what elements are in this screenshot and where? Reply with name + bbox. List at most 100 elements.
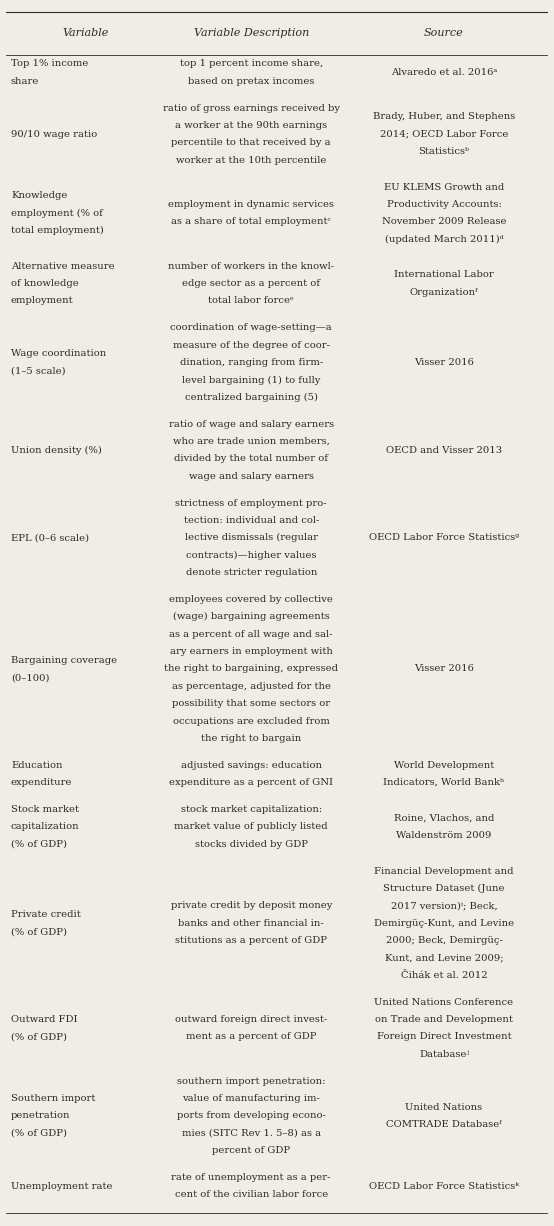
Text: of knowledge: of knowledge [11, 280, 79, 288]
Text: Top 1% income: Top 1% income [11, 59, 88, 69]
Text: percentile to that received by a: percentile to that received by a [171, 139, 331, 147]
Text: Southern import: Southern import [11, 1094, 95, 1103]
Text: expenditure: expenditure [11, 779, 73, 787]
Text: possibility that some sectors or: possibility that some sectors or [172, 699, 330, 709]
Text: Structure Dataset (June: Structure Dataset (June [383, 884, 505, 894]
Text: (1–5 scale): (1–5 scale) [11, 367, 65, 375]
Text: Stock market: Stock market [11, 805, 79, 814]
Text: Kunt, and Levine 2009;: Kunt, and Levine 2009; [384, 954, 503, 962]
Text: expenditure as a percent of GNI: expenditure as a percent of GNI [169, 779, 333, 787]
Text: (% of GDP): (% of GDP) [11, 1032, 67, 1041]
Text: strictness of employment pro-: strictness of employment pro- [176, 499, 327, 508]
Text: measure of the degree of coor-: measure of the degree of coor- [173, 341, 330, 349]
Text: (% of GDP): (% of GDP) [11, 1129, 67, 1138]
Text: southern import penetration:: southern import penetration: [177, 1076, 325, 1086]
Text: edge sector as a percent of: edge sector as a percent of [182, 280, 320, 288]
Text: value of manufacturing im-: value of manufacturing im- [182, 1094, 320, 1103]
Text: Outward FDI: Outward FDI [11, 1015, 78, 1024]
Text: rate of unemployment as a per-: rate of unemployment as a per- [171, 1173, 331, 1182]
Text: divided by the total number of: divided by the total number of [174, 455, 328, 463]
Text: Alternative measure: Alternative measure [11, 261, 115, 271]
Text: Statisticsᵇ: Statisticsᵇ [418, 147, 469, 156]
Text: ratio of gross earnings received by: ratio of gross earnings received by [163, 104, 340, 113]
Text: as a percent of all wage and sal-: as a percent of all wage and sal- [170, 630, 333, 639]
Text: centralized bargaining (5): centralized bargaining (5) [184, 392, 317, 402]
Text: dination, ranging from firm-: dination, ranging from firm- [179, 358, 323, 367]
Text: International Labor: International Labor [394, 271, 494, 280]
Text: the right to bargaining, expressed: the right to bargaining, expressed [164, 664, 338, 673]
Text: Education: Education [11, 761, 63, 770]
Text: ment as a percent of GDP: ment as a percent of GDP [186, 1032, 316, 1041]
Text: Knowledge: Knowledge [11, 191, 68, 200]
Text: banks and other financial in-: banks and other financial in- [178, 918, 324, 928]
Text: lective dismissals (regular: lective dismissals (regular [184, 533, 317, 542]
Text: coordination of wage-setting—a: coordination of wage-setting—a [170, 324, 332, 332]
Text: OECD Labor Force Statisticsᵍ: OECD Labor Force Statisticsᵍ [369, 533, 519, 542]
Text: share: share [11, 77, 39, 86]
Text: Brady, Huber, and Stephens: Brady, Huber, and Stephens [373, 113, 515, 121]
Text: outward foreign direct invest-: outward foreign direct invest- [175, 1015, 327, 1024]
Text: mies (SITC Rev 1. 5–8) as a: mies (SITC Rev 1. 5–8) as a [182, 1129, 321, 1138]
Text: Financial Development and: Financial Development and [374, 867, 514, 875]
Text: 90/10 wage ratio: 90/10 wage ratio [11, 130, 97, 139]
Text: Roine, Vlachos, and: Roine, Vlachos, and [394, 814, 494, 823]
Text: COMTRADE Databaseᶠ: COMTRADE Databaseᶠ [386, 1121, 502, 1129]
Text: 2017 version)ⁱ; Beck,: 2017 version)ⁱ; Beck, [391, 901, 497, 911]
Text: (wage) bargaining agreements: (wage) bargaining agreements [173, 612, 330, 622]
Text: Indicators, World Bankʰ: Indicators, World Bankʰ [383, 779, 505, 787]
Text: Unemployment rate: Unemployment rate [11, 1182, 112, 1190]
Text: 2000; Beck, Demirgüç-: 2000; Beck, Demirgüç- [386, 937, 502, 945]
Text: cent of the civilian labor force: cent of the civilian labor force [175, 1190, 328, 1199]
Text: (0–100): (0–100) [11, 673, 49, 682]
Text: wage and salary earners: wage and salary earners [189, 472, 314, 481]
Text: based on pretax incomes: based on pretax incomes [188, 77, 315, 86]
Text: Private credit: Private credit [11, 910, 81, 920]
Text: ary earners in employment with: ary earners in employment with [170, 647, 332, 656]
Text: contracts)—higher values: contracts)—higher values [186, 550, 316, 560]
Text: penetration: penetration [11, 1112, 70, 1121]
Text: denote stricter regulation: denote stricter regulation [186, 568, 317, 577]
Text: total employment): total employment) [11, 226, 104, 235]
Text: occupations are excluded from: occupations are excluded from [173, 716, 330, 726]
Text: as a share of total employmentᶜ: as a share of total employmentᶜ [171, 217, 331, 227]
Text: OECD and Visser 2013: OECD and Visser 2013 [386, 446, 502, 455]
Text: a worker at the 90th earnings: a worker at the 90th earnings [175, 121, 327, 130]
Text: 2014; OECD Labor Force: 2014; OECD Labor Force [379, 130, 508, 139]
Text: Foreign Direct Investment: Foreign Direct Investment [377, 1032, 511, 1041]
Text: (% of GDP): (% of GDP) [11, 927, 67, 937]
Text: adjusted savings: education: adjusted savings: education [181, 761, 322, 770]
Text: the right to bargain: the right to bargain [201, 734, 301, 743]
Text: Organizationᶠ: Organizationᶠ [410, 288, 478, 297]
Text: number of workers in the knowl-: number of workers in the knowl- [168, 261, 334, 271]
Text: November 2009 Release: November 2009 Release [382, 217, 506, 227]
Text: ports from developing econo-: ports from developing econo- [177, 1112, 326, 1121]
Text: EU KLEMS Growth and: EU KLEMS Growth and [384, 183, 504, 191]
Text: level bargaining (1) to fully: level bargaining (1) to fully [182, 375, 320, 385]
Text: stock market capitalization:: stock market capitalization: [181, 805, 322, 814]
Text: Waldenström 2009: Waldenström 2009 [396, 831, 491, 840]
Text: worker at the 10th percentile: worker at the 10th percentile [176, 156, 326, 164]
Text: as percentage, adjusted for the: as percentage, adjusted for the [172, 682, 331, 690]
Text: tection: individual and col-: tection: individual and col- [183, 516, 319, 525]
Text: Demirgüç-Kunt, and Levine: Demirgüç-Kunt, and Levine [374, 918, 514, 928]
Text: World Development: World Development [394, 761, 494, 770]
Text: OECD Labor Force Statisticsᵏ: OECD Labor Force Statisticsᵏ [369, 1182, 519, 1190]
Text: (updated March 2011)ᵈ: (updated March 2011)ᵈ [384, 234, 504, 244]
Text: Alvaredo et al. 2016ᵃ: Alvaredo et al. 2016ᵃ [391, 69, 497, 77]
Text: Visser 2016: Visser 2016 [414, 664, 474, 673]
Text: Variable: Variable [63, 28, 109, 38]
Text: employees covered by collective: employees covered by collective [170, 595, 333, 604]
Text: top 1 percent income share,: top 1 percent income share, [179, 59, 323, 69]
Text: (% of GDP): (% of GDP) [11, 840, 67, 848]
Text: stitutions as a percent of GDP: stitutions as a percent of GDP [175, 937, 327, 945]
Text: employment: employment [11, 297, 74, 305]
Text: Bargaining coverage: Bargaining coverage [11, 656, 117, 664]
Text: employment (% of: employment (% of [11, 208, 103, 218]
Text: Čihák et al. 2012: Čihák et al. 2012 [401, 971, 488, 980]
Text: Wage coordination: Wage coordination [11, 349, 106, 358]
Text: Productivity Accounts:: Productivity Accounts: [387, 200, 501, 210]
Text: on Trade and Development: on Trade and Development [375, 1015, 513, 1024]
Text: total labor forceᵉ: total labor forceᵉ [208, 297, 294, 305]
Text: percent of GDP: percent of GDP [212, 1146, 290, 1155]
Text: stocks divided by GDP: stocks divided by GDP [194, 840, 307, 848]
